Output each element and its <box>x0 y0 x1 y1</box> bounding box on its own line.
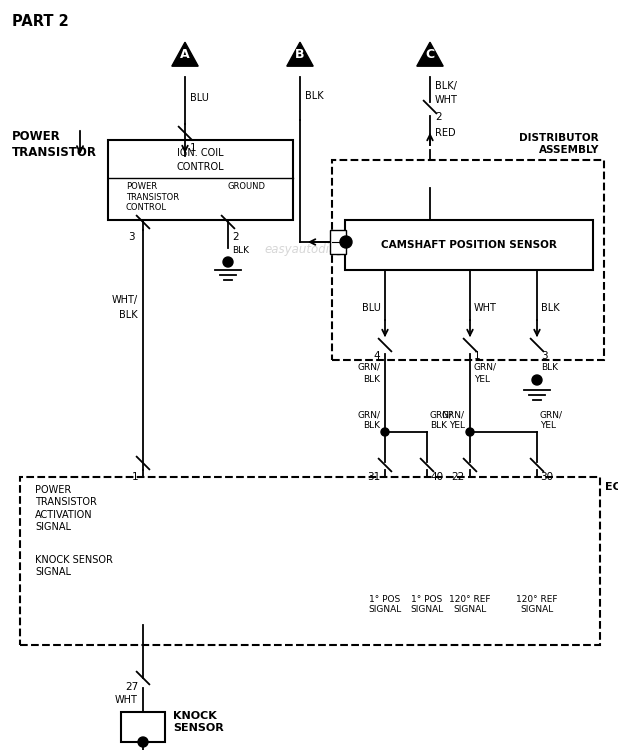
Text: POWER
TRANSISTOR
CONTROL: POWER TRANSISTOR CONTROL <box>126 182 179 212</box>
Text: WHT: WHT <box>474 303 497 313</box>
Text: YEL: YEL <box>449 421 465 430</box>
Text: 1: 1 <box>474 351 481 361</box>
Text: GRN/: GRN/ <box>540 411 563 420</box>
Text: RED: RED <box>435 128 455 138</box>
Text: WHT: WHT <box>435 95 458 105</box>
Text: POWER
TRANSISTOR: POWER TRANSISTOR <box>12 130 97 159</box>
Text: GRN/: GRN/ <box>357 363 380 372</box>
Text: GRN/: GRN/ <box>474 363 497 372</box>
Text: C: C <box>425 49 434 62</box>
Text: CONTROL: CONTROL <box>177 162 224 172</box>
Text: 30: 30 <box>540 472 553 482</box>
Text: WHT/: WHT/ <box>112 295 138 305</box>
Text: GRN/: GRN/ <box>357 411 380 420</box>
FancyBboxPatch shape <box>345 220 593 270</box>
Circle shape <box>532 375 542 385</box>
FancyBboxPatch shape <box>121 712 165 742</box>
Text: 31: 31 <box>366 472 380 482</box>
Text: 22: 22 <box>452 472 465 482</box>
Text: BLK: BLK <box>232 246 249 255</box>
Text: BLK: BLK <box>119 310 138 320</box>
Text: CAMSHAFT POSITION SENSOR: CAMSHAFT POSITION SENSOR <box>381 240 557 250</box>
Text: BLK: BLK <box>541 363 558 372</box>
Text: KNOCK
SENSOR: KNOCK SENSOR <box>173 711 224 734</box>
Circle shape <box>466 428 474 436</box>
Text: BLK: BLK <box>363 375 380 384</box>
Text: BLU: BLU <box>190 93 209 103</box>
Text: ECM: ECM <box>605 482 618 492</box>
Circle shape <box>138 737 148 747</box>
Text: YEL: YEL <box>474 375 490 384</box>
Text: BLK: BLK <box>430 421 447 430</box>
Text: easyautodiagnostics.com: easyautodiagnostics.com <box>265 244 415 256</box>
Circle shape <box>223 257 233 267</box>
Text: 1: 1 <box>190 143 197 153</box>
Text: 27: 27 <box>125 682 138 692</box>
Text: 120° REF
SIGNAL: 120° REF SIGNAL <box>516 595 558 614</box>
Text: 1° POS
SIGNAL: 1° POS SIGNAL <box>368 595 402 614</box>
Text: 4: 4 <box>373 351 380 361</box>
Text: GRN/: GRN/ <box>442 411 465 420</box>
Text: 3: 3 <box>129 232 135 242</box>
Text: BLK: BLK <box>363 421 380 430</box>
Text: DISTRIBUTOR
ASSEMBLY: DISTRIBUTOR ASSEMBLY <box>519 133 599 155</box>
Text: GRN/: GRN/ <box>430 411 453 420</box>
Text: 2: 2 <box>232 232 239 242</box>
Polygon shape <box>172 42 198 66</box>
FancyBboxPatch shape <box>332 160 604 360</box>
Text: A: A <box>180 49 190 62</box>
Text: IGN. COIL: IGN. COIL <box>177 148 224 158</box>
Text: 1° POS
SIGNAL: 1° POS SIGNAL <box>410 595 444 614</box>
Text: YEL: YEL <box>540 421 556 430</box>
Text: 3: 3 <box>541 351 548 361</box>
Text: GROUND: GROUND <box>228 182 266 191</box>
Text: BLU: BLU <box>362 303 381 313</box>
FancyBboxPatch shape <box>108 140 293 220</box>
Polygon shape <box>287 42 313 66</box>
Text: PART 2: PART 2 <box>12 14 69 29</box>
Text: BLK: BLK <box>305 91 324 101</box>
FancyBboxPatch shape <box>330 230 346 254</box>
Text: B: B <box>295 49 305 62</box>
FancyBboxPatch shape <box>20 477 600 645</box>
Circle shape <box>340 236 352 248</box>
Text: WHT: WHT <box>115 695 138 705</box>
Text: 120° REF
SIGNAL: 120° REF SIGNAL <box>449 595 491 614</box>
Text: BLK/: BLK/ <box>435 81 457 91</box>
Text: 2: 2 <box>435 112 442 122</box>
Polygon shape <box>417 42 443 66</box>
Circle shape <box>381 428 389 436</box>
Text: 40: 40 <box>430 472 443 482</box>
Text: POWER
TRANSISTOR
ACTIVATION
SIGNAL: POWER TRANSISTOR ACTIVATION SIGNAL <box>35 485 97 532</box>
Text: KNOCK SENSOR
SIGNAL: KNOCK SENSOR SIGNAL <box>35 555 113 578</box>
Text: BLK: BLK <box>541 303 560 313</box>
Text: 1: 1 <box>132 472 138 482</box>
